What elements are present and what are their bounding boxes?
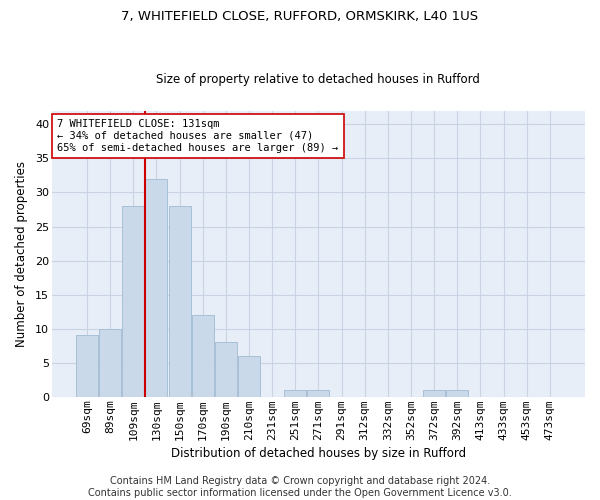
Bar <box>307 390 329 397</box>
Bar <box>238 356 260 397</box>
Bar <box>122 206 145 397</box>
Bar <box>145 179 167 397</box>
Bar <box>215 342 237 397</box>
Bar <box>446 390 468 397</box>
Bar <box>423 390 445 397</box>
X-axis label: Distribution of detached houses by size in Rufford: Distribution of detached houses by size … <box>171 447 466 460</box>
Text: Contains HM Land Registry data © Crown copyright and database right 2024.
Contai: Contains HM Land Registry data © Crown c… <box>88 476 512 498</box>
Bar <box>99 328 121 397</box>
Text: 7, WHITEFIELD CLOSE, RUFFORD, ORMSKIRK, L40 1US: 7, WHITEFIELD CLOSE, RUFFORD, ORMSKIRK, … <box>121 10 479 23</box>
Bar <box>169 206 191 397</box>
Title: Size of property relative to detached houses in Rufford: Size of property relative to detached ho… <box>157 73 481 86</box>
Bar <box>284 390 306 397</box>
Y-axis label: Number of detached properties: Number of detached properties <box>15 161 28 347</box>
Bar <box>192 315 214 397</box>
Bar <box>76 336 98 397</box>
Text: 7 WHITEFIELD CLOSE: 131sqm
← 34% of detached houses are smaller (47)
65% of semi: 7 WHITEFIELD CLOSE: 131sqm ← 34% of deta… <box>57 120 338 152</box>
